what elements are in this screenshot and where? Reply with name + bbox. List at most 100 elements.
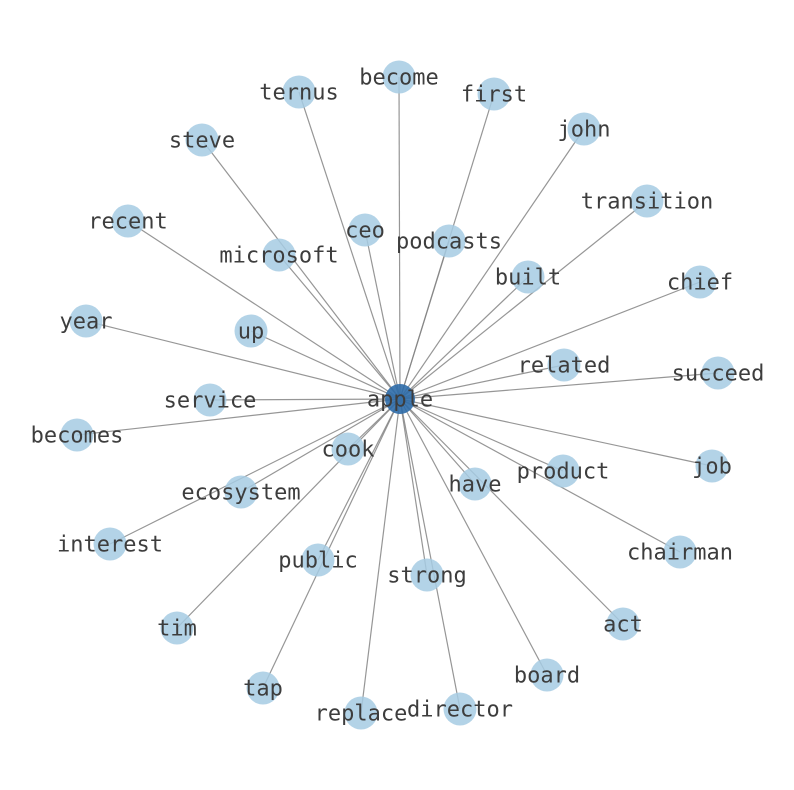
graph-node-ceo bbox=[348, 213, 382, 247]
graph-node-label-ceo: ceo bbox=[345, 218, 385, 243]
graph-node-chief bbox=[683, 265, 717, 299]
graph-node-up bbox=[234, 314, 268, 348]
graph-labels-layer: become ternus first john steve transition rece… bbox=[31, 65, 765, 726]
graph-edge-apple-board bbox=[399, 398, 548, 676]
graph-node-label-tap: tap bbox=[243, 676, 283, 701]
graph-edge-apple-replace bbox=[360, 398, 401, 714]
graph-node-john bbox=[567, 112, 601, 146]
graph-node-label-succeed: succeed bbox=[672, 361, 765, 386]
graph-node-ternus bbox=[282, 75, 316, 109]
graph-edge-apple-related bbox=[399, 364, 565, 400]
graph-node-label-replace: replace bbox=[315, 701, 408, 726]
graph-edge-apple-microsoft bbox=[278, 254, 401, 400]
graph-edge-apple-chief bbox=[399, 281, 701, 400]
graph-nodes-layer bbox=[60, 60, 735, 730]
graph-node-label-ecosystem: ecosystem bbox=[181, 480, 300, 505]
graph-node-related bbox=[547, 348, 581, 382]
graph-node-product bbox=[546, 454, 580, 488]
graph-node-board bbox=[530, 658, 564, 692]
graph-node-succeed bbox=[701, 356, 735, 390]
graph-node-label-transition: transition bbox=[581, 189, 713, 214]
graph-edge-apple-transition bbox=[399, 200, 648, 400]
graph-node-label-up: up bbox=[238, 319, 265, 344]
graph-node-label-interest: interest bbox=[57, 532, 163, 557]
graph-node-label-tim: tim bbox=[157, 616, 197, 641]
graph-node-director bbox=[443, 692, 477, 726]
graph-edge-apple-year bbox=[85, 320, 401, 400]
graph-edge-apple-director bbox=[399, 398, 461, 710]
graph-node-label-recent: recent bbox=[88, 209, 167, 234]
graph-node-replace bbox=[344, 696, 378, 730]
graph-node-becomes bbox=[60, 418, 94, 452]
graph-node-label-cook: cook bbox=[322, 437, 375, 462]
graph-edge-apple-ceo bbox=[364, 229, 401, 400]
graph-node-label-have: have bbox=[449, 472, 502, 497]
graph-edge-apple-public bbox=[317, 398, 401, 561]
graph-node-tim bbox=[160, 611, 194, 645]
graph-edge-apple-act bbox=[399, 398, 624, 625]
graph-edge-apple-steve bbox=[201, 139, 401, 400]
graph-edge-apple-chairman bbox=[399, 398, 681, 553]
graph-node-label-act: act bbox=[603, 612, 643, 637]
graph-node-label-service: service bbox=[164, 388, 257, 413]
graph-node-strong bbox=[410, 558, 444, 592]
graph-node-cook bbox=[331, 432, 365, 466]
graph-edge-apple-tap bbox=[262, 398, 401, 689]
graph-edge-apple-recent bbox=[127, 220, 401, 400]
graph-edge-apple-up bbox=[250, 330, 401, 400]
graph-node-become bbox=[382, 60, 416, 94]
graph-node-label-related: related bbox=[518, 353, 611, 378]
graph-node-label-john: john bbox=[558, 117, 611, 142]
graph-node-label-board: board bbox=[514, 663, 580, 688]
graph-node-service bbox=[193, 383, 227, 417]
graph-node-label-becomes: becomes bbox=[31, 423, 124, 448]
graph-edge-apple-ternus bbox=[298, 91, 401, 400]
graph-node-apple bbox=[385, 384, 415, 414]
graph-node-label-strong: strong bbox=[387, 563, 466, 588]
graph-node-label-year: year bbox=[60, 309, 113, 334]
graph-node-ecosystem bbox=[224, 475, 258, 509]
graph-node-tap bbox=[246, 671, 280, 705]
graph-node-year bbox=[69, 304, 103, 338]
graph-node-have bbox=[458, 467, 492, 501]
graph-node-label-product: product bbox=[517, 459, 610, 484]
graph-node-steve bbox=[185, 123, 219, 157]
graph-node-label-built: built bbox=[495, 265, 561, 290]
graph-node-label-podcasts: podcasts bbox=[396, 229, 502, 254]
graph-node-microsoft bbox=[262, 238, 296, 272]
graph-edge-apple-ecosystem bbox=[240, 398, 401, 493]
graph-node-chairman bbox=[663, 535, 697, 569]
graph-edge-apple-strong bbox=[399, 398, 428, 576]
graph-node-act bbox=[606, 607, 640, 641]
graph-node-job bbox=[695, 449, 729, 483]
graph-node-label-chairman: chairman bbox=[627, 540, 733, 565]
graph-edge-apple-succeed bbox=[399, 372, 719, 400]
graph-edge-apple-have bbox=[399, 398, 476, 485]
graph-node-label-ternus: ternus bbox=[259, 80, 338, 105]
graph-node-transition bbox=[630, 184, 664, 218]
graph-node-interest bbox=[93, 527, 127, 561]
graph-edge-apple-podcasts bbox=[399, 240, 450, 400]
graph-edge-apple-built bbox=[399, 276, 529, 400]
graph-node-label-steve: steve bbox=[169, 128, 235, 153]
graph-node-public bbox=[301, 543, 335, 577]
graph-edge-apple-service bbox=[209, 398, 401, 401]
graph-edge-apple-interest bbox=[109, 398, 401, 545]
graph-edge-apple-product bbox=[399, 398, 564, 472]
graph-node-recent bbox=[111, 204, 145, 238]
graph-edge-apple-tim bbox=[176, 398, 401, 629]
graph-node-label-microsoft: microsoft bbox=[219, 243, 338, 268]
graph-edge-apple-job bbox=[399, 398, 713, 467]
graph-edge-apple-john bbox=[399, 128, 585, 400]
graph-edge-apple-become bbox=[398, 76, 401, 400]
graph-node-label-director: director bbox=[407, 697, 513, 722]
graph-node-label-first: first bbox=[461, 82, 527, 107]
graph-edges-layer bbox=[76, 76, 719, 714]
graph-node-label-chief: chief bbox=[667, 270, 733, 295]
graph-node-podcasts bbox=[432, 224, 466, 258]
graph-node-first bbox=[477, 77, 511, 111]
graph-node-label-become: become bbox=[359, 65, 438, 90]
graph-node-label-job: job bbox=[692, 454, 732, 479]
